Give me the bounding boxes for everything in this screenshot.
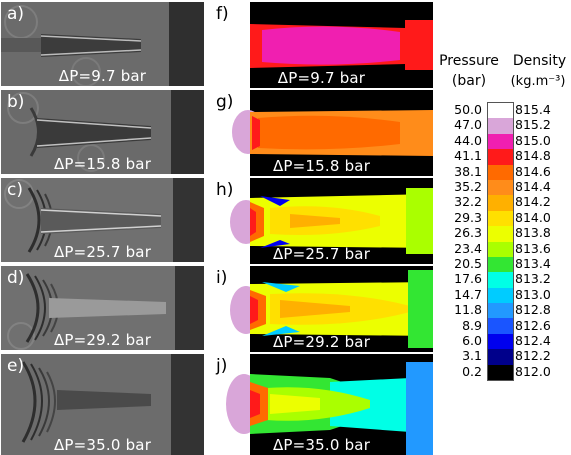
density-value: 813.4: [515, 256, 551, 271]
legend-density-title: Density: [512, 53, 567, 69]
color-swatch: [488, 349, 513, 365]
pressure-difference-label: ΔP=15.8 bar: [53, 155, 152, 173]
color-swatch: [488, 164, 513, 180]
density-value: 815.0: [515, 132, 551, 148]
color-swatch: [488, 333, 513, 350]
density-value: 812.4: [515, 333, 551, 348]
panel-label: g): [216, 92, 234, 112]
color-swatch: [488, 287, 513, 304]
density-value: 815.4: [515, 102, 551, 117]
legend-pressure-unit: (bar): [451, 73, 487, 89]
panel-label: i): [216, 268, 228, 288]
color-swatch: [488, 195, 513, 211]
pressure-value: 38.1: [454, 163, 482, 179]
pressure-difference-label: ΔP=9.7 bar: [277, 69, 366, 87]
contour-image: [210, 2, 433, 88]
contour-image: [210, 354, 433, 455]
pressure-value: 0.2: [462, 363, 482, 379]
pressure-value: 23.4: [454, 240, 482, 256]
density-value: 814.4: [515, 179, 551, 194]
density-value: 813.8: [515, 225, 551, 241]
pressure-value: 41.1: [454, 148, 482, 164]
density-value: 813.2: [515, 271, 551, 287]
panel-label: d): [7, 268, 25, 288]
panel-label: j): [216, 356, 228, 376]
contour-panel-f: f) ΔP=9.7 bar: [210, 2, 433, 88]
schlieren-panel-e: e) ΔP=35.0 bar: [1, 354, 204, 455]
color-scale-bar: [487, 102, 514, 382]
pressure-value: 3.1: [462, 348, 482, 364]
pressure-difference-label: ΔP=25.7 bar: [53, 243, 152, 261]
color-swatch: [488, 272, 513, 288]
contour-image: [210, 178, 433, 264]
panel-label: b): [7, 92, 25, 112]
schlieren-panel-c: c) ΔP=25.7 bar: [1, 178, 204, 262]
density-value: 814.0: [515, 209, 551, 225]
density-value: 812.2: [515, 348, 551, 364]
density-value: 813.6: [515, 240, 551, 256]
density-value: 814.8: [515, 148, 551, 164]
color-swatch: [488, 118, 513, 134]
contour-panel-g: g) ΔP=15.8 bar: [210, 90, 433, 176]
pressure-difference-label: ΔP=35.0 bar: [272, 436, 371, 454]
legend-density-unit: (kg.m⁻³): [510, 74, 566, 89]
density-value: 812.6: [515, 317, 551, 333]
pressure-value: 17.6: [454, 271, 482, 287]
panel-label: c): [7, 180, 23, 200]
legend-pressure-title: Pressure: [439, 53, 499, 69]
color-swatch: [488, 318, 513, 334]
pressure-difference-label: ΔP=29.2 bar: [272, 333, 371, 351]
pressure-value: 50.0: [454, 102, 482, 117]
color-swatch: [488, 179, 513, 196]
color-swatch: [488, 241, 513, 257]
density-value: 812.8: [515, 302, 551, 318]
density-value: 814.2: [515, 194, 551, 210]
pressure-value: 35.2: [454, 179, 482, 194]
schlieren-panel-a: a) ΔP=9.7 bar: [1, 2, 204, 86]
panel-label: f): [216, 4, 229, 24]
color-swatch: [488, 103, 513, 119]
pressure-value: 14.7: [454, 286, 482, 302]
panel-label: e): [7, 356, 25, 376]
pressure-value: 20.5: [454, 256, 482, 271]
pressure-value: 29.3: [454, 209, 482, 225]
schlieren-image: [1, 2, 204, 86]
density-value: 812.0: [515, 363, 551, 379]
density-value: 813.0: [515, 286, 551, 302]
contour-image: [210, 90, 433, 176]
pressure-difference-label: ΔP=25.7 bar: [272, 245, 371, 263]
pressure-difference-label: ΔP=29.2 bar: [53, 331, 152, 349]
density-value: 814.6: [515, 163, 551, 179]
pressure-value: 6.0: [462, 333, 482, 348]
panel-label: h): [216, 180, 234, 200]
color-swatch: [488, 256, 513, 273]
density-value: 815.2: [515, 117, 551, 133]
pressure-value: 47.0: [454, 117, 482, 133]
pressure-difference-label: ΔP=15.8 bar: [272, 157, 371, 175]
schlieren-panel-b: b) ΔP=15.8 bar: [1, 90, 204, 174]
contour-panel-j: j) ΔP=35.0 bar: [210, 354, 433, 455]
color-swatch: [488, 364, 513, 381]
color-swatch: [488, 149, 513, 165]
pressure-difference-label: ΔP=35.0 bar: [53, 436, 152, 454]
color-swatch: [488, 210, 513, 227]
pressure-value: 11.8: [454, 302, 482, 318]
pressure-value: 26.3: [454, 225, 482, 241]
pressure-value: 8.9: [462, 317, 482, 333]
schlieren-image: [1, 90, 204, 174]
color-swatch: [488, 226, 513, 242]
schlieren-image: [1, 178, 204, 262]
contour-image: [210, 266, 433, 352]
schlieren-image: [1, 266, 204, 350]
color-swatch: [488, 133, 513, 150]
pressure-value: 32.2: [454, 194, 482, 210]
contour-panel-h: h) ΔP=25.7 bar: [210, 178, 433, 264]
panel-label: a): [7, 4, 25, 24]
color-swatch: [488, 303, 513, 319]
pressure-difference-label: ΔP=9.7 bar: [58, 67, 147, 85]
pressure-value: 44.0: [454, 132, 482, 148]
schlieren-image: [1, 354, 204, 455]
contour-panel-i: i) ΔP=29.2 bar: [210, 266, 433, 352]
schlieren-panel-d: d) ΔP=29.2 bar: [1, 266, 204, 350]
